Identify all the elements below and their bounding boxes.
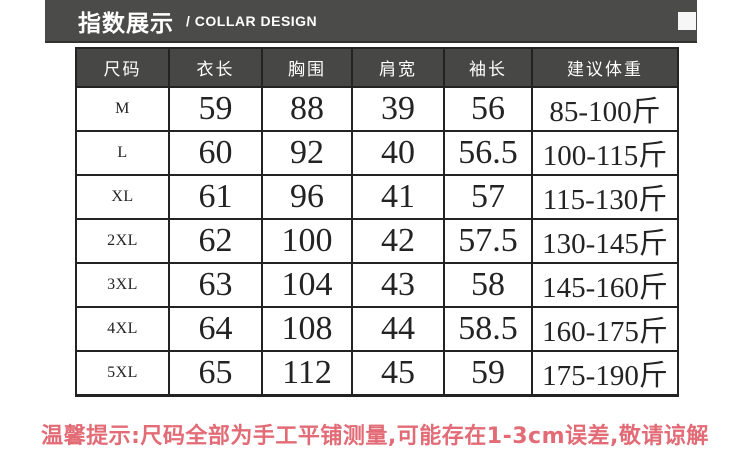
shoulder-cell: 44 xyxy=(351,306,445,352)
length-cell: 63 xyxy=(168,262,263,308)
column-header-size: 尺码 xyxy=(75,47,170,88)
length-cell: 62 xyxy=(168,218,263,264)
length-cell: 60 xyxy=(168,130,263,176)
weight-cell: 160-175斤 xyxy=(531,306,679,352)
shoulder-cell: 43 xyxy=(351,262,445,308)
column-header-length: 衣长 xyxy=(168,47,263,88)
sleeve-cell: 57.5 xyxy=(443,218,533,264)
weight-cell: 130-145斤 xyxy=(531,218,679,264)
table-row: 3XL 63 104 43 58 145-160斤 xyxy=(75,262,679,308)
table-row: M 59 88 39 56 85-100斤 xyxy=(75,86,679,132)
weight-cell: 100-115斤 xyxy=(531,130,679,176)
chest-cell: 104 xyxy=(261,262,353,308)
shoulder-cell: 40 xyxy=(351,130,445,176)
shoulder-cell: 41 xyxy=(351,174,445,220)
column-header-weight: 建议体重 xyxy=(531,47,679,88)
sleeve-cell: 58.5 xyxy=(443,306,533,352)
size-cell: 3XL xyxy=(75,262,170,308)
page-subtitle: / COLLAR DESIGN xyxy=(186,12,318,29)
column-header-shoulder: 肩宽 xyxy=(351,47,445,88)
table-row: L 60 92 40 56.5 100-115斤 xyxy=(75,130,679,176)
weight-cell: 85-100斤 xyxy=(531,86,679,132)
table-row: 4XL 64 108 44 58.5 160-175斤 xyxy=(75,306,679,352)
table-row: 2XL 62 100 42 57.5 130-145斤 xyxy=(75,218,679,264)
table-row: XL 61 96 41 57 115-130斤 xyxy=(75,174,679,220)
size-table-body: M 59 88 39 56 85-100斤 L 60 92 40 56.5 100-115斤 XL 61 9… xyxy=(75,86,679,397)
length-cell: 64 xyxy=(168,306,263,352)
chest-cell: 108 xyxy=(261,306,353,352)
size-table-header: 尺码 衣长 胸围 肩宽 袖长 建议体重 xyxy=(75,47,679,88)
header-row: 尺码 衣长 胸围 肩宽 袖长 建议体重 xyxy=(75,47,679,88)
corner-notch xyxy=(678,12,696,30)
chest-cell: 92 xyxy=(261,130,353,176)
length-cell: 59 xyxy=(168,86,263,132)
size-cell: 4XL xyxy=(75,306,170,352)
weight-cell: 115-130斤 xyxy=(531,174,679,220)
sleeve-cell: 57 xyxy=(443,174,533,220)
chest-cell: 100 xyxy=(261,218,353,264)
column-header-sleeve: 袖长 xyxy=(443,47,533,88)
weight-cell: 175-190斤 xyxy=(531,350,679,397)
column-header-chest: 胸围 xyxy=(261,47,353,88)
size-cell: L xyxy=(75,130,170,176)
size-cell: 5XL xyxy=(75,350,170,397)
size-chart-table: 尺码 衣长 胸围 肩宽 袖长 建议体重 M 59 88 39 56 85-100斤 L 60 9… xyxy=(75,47,679,397)
shoulder-cell: 45 xyxy=(351,350,445,397)
shoulder-cell: 39 xyxy=(351,86,445,132)
length-cell: 61 xyxy=(168,174,263,220)
size-cell: 2XL xyxy=(75,218,170,264)
sleeve-cell: 56.5 xyxy=(443,130,533,176)
chest-cell: 112 xyxy=(261,350,353,397)
size-cell: XL xyxy=(75,174,170,220)
table-row: 5XL 65 112 45 59 175-190斤 xyxy=(75,350,679,397)
chest-cell: 96 xyxy=(261,174,353,220)
size-cell: M xyxy=(75,86,170,132)
sleeve-cell: 56 xyxy=(443,86,533,132)
sleeve-cell: 58 xyxy=(443,262,533,308)
measurement-notice: 温馨提示:尺码全部为手工平铺测量,可能存在1-3cm误差,敬请谅解 xyxy=(41,424,709,449)
page-title: 指数展示 xyxy=(78,9,174,36)
chest-cell: 88 xyxy=(261,86,353,132)
weight-cell: 145-160斤 xyxy=(531,262,679,308)
header-bar: 指数展示 / COLLAR DESIGN xyxy=(45,0,697,43)
length-cell: 65 xyxy=(168,350,263,397)
shoulder-cell: 42 xyxy=(351,218,445,264)
sleeve-cell: 59 xyxy=(443,350,533,397)
